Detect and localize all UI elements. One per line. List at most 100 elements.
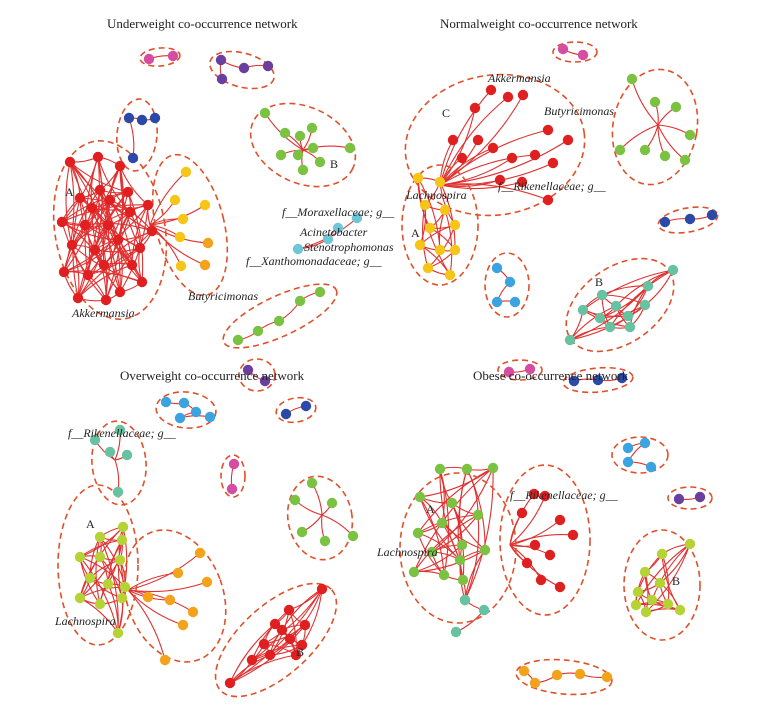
ob-module-b-node-213: [684, 538, 696, 550]
ow-navy-outline-16: [275, 396, 317, 424]
uw-module-a-node-21: [124, 206, 136, 218]
nw-module-c-node-75: [529, 149, 541, 161]
uw-module-a-edge-19: [97, 156, 131, 213]
ob-module-b-label: B: [672, 574, 680, 588]
ow-lightblue-node-121: [174, 412, 186, 424]
ob-module-b-node-218: [646, 594, 658, 606]
ob-red-node-209: [521, 557, 533, 569]
uw-module-a-node-33: [136, 276, 148, 288]
ob-lightblue-node-181: [645, 461, 657, 473]
ow-module-b-node-172: [290, 649, 302, 661]
ow-orange-node-154: [172, 567, 184, 579]
uw-module-b-node-51: [297, 164, 309, 176]
uw-navy-node-9: [127, 152, 139, 164]
nw-lightblue-node-103: [491, 262, 503, 274]
ow-module-b-edge-300: [229, 623, 276, 684]
uw-module-a-edge-91: [131, 204, 149, 266]
ob-module-a-edge-365: [417, 514, 479, 534]
ow-purple-node-124: [259, 375, 271, 387]
ob-module-b-node-222: [630, 599, 642, 611]
nw-module-b-node-108: [577, 304, 589, 316]
nw-green-node-99: [679, 154, 691, 166]
ob-module-a-edge-356: [464, 467, 494, 601]
ob-orange-outline-30: [515, 658, 613, 696]
ob-module-a-node-184: [434, 463, 446, 475]
ob-module-a-edge-352: [419, 467, 494, 498]
ow-teal-outline-18: [91, 420, 147, 506]
uw-module-a-node-23: [66, 239, 78, 251]
ow-navy-node-126: [300, 400, 312, 412]
uw-module-a-node-32: [114, 286, 126, 298]
uw-module-a-edge-65: [77, 191, 129, 299]
ob-rikenellaceae-label: f__Rikenellaceae; g__: [510, 488, 619, 502]
uw-module-a-node-17: [122, 186, 134, 198]
nw-navy-node-100: [659, 216, 671, 228]
nw-module-c-node-80: [494, 174, 506, 186]
nw-module-c-node-77: [456, 152, 468, 164]
ob-module-b-outline-29: [623, 529, 701, 641]
ob-orange-node-227: [601, 671, 613, 683]
network-nodes: [56, 43, 718, 689]
nw-module-a-outline-9: [401, 164, 479, 286]
ow-module-a-edge-264: [79, 539, 123, 599]
nw-lightblue-node-104: [504, 276, 516, 288]
ow-module-a-node-145: [114, 554, 126, 566]
uw-module-a-edge-59: [107, 199, 121, 293]
uw-purple-node-4: [262, 60, 274, 72]
nw-magenta-outline-7: [552, 41, 598, 63]
ow-teal-node-131: [104, 446, 116, 458]
nw-module-b-node-116: [639, 299, 651, 311]
nw-lightblue-outline-12: [484, 252, 530, 318]
ow-module-a-node-143: [74, 551, 86, 563]
ow-module-b-label: B: [296, 645, 304, 659]
nw-module-b-node-112: [642, 280, 654, 292]
ob-red-edge-397: [509, 544, 561, 588]
ow-green-node-139: [347, 530, 359, 542]
uw-navy-node-8: [149, 112, 161, 124]
nw-lightblue-node-105: [491, 296, 503, 308]
ow-module-a-label: A: [86, 517, 95, 531]
network-edges: [61, 48, 713, 684]
nw-module-a-node-86: [449, 219, 461, 231]
uw-cyan-node-56: [322, 233, 334, 245]
ow-orange-edge-297: [127, 589, 184, 626]
ow-module-a-node-147: [102, 578, 114, 590]
ow-green-outline-19: [286, 475, 354, 561]
nw-module-c-node-67: [502, 91, 514, 103]
ow-module-a-node-152: [112, 627, 124, 639]
uw-yellow-edge-124: [149, 171, 187, 226]
nw-module-a-edge-172: [439, 181, 456, 251]
uw-purple-node-3: [238, 62, 250, 74]
ow-orange-node-158: [187, 606, 199, 618]
nw-green-node-95: [614, 144, 626, 156]
module-outlines: [52, 41, 719, 698]
uw-cyan-node-55: [292, 243, 304, 255]
ow-module-b-node-168: [264, 649, 276, 661]
ow-lightblue-node-120: [190, 406, 202, 418]
nw-module-b-node-113: [667, 264, 679, 276]
nw-module-b-node-107: [564, 334, 576, 346]
nw-rikenellaceae-label: f__Rikenellaceae; g__: [498, 179, 607, 193]
ob-magenta-outline-23: [497, 359, 543, 381]
nw-module-b-node-115: [624, 321, 636, 333]
uw-module-a-edge-11: [65, 161, 73, 246]
uw-module-a-outline-3: [52, 140, 168, 320]
nw-module-c-edge-157: [439, 139, 569, 186]
obese-title: Obese co-occurrence network: [473, 368, 629, 383]
uw-module-a-node-11: [92, 151, 104, 163]
ow-orange-node-153: [194, 547, 206, 559]
ob-module-a-edge-355: [413, 467, 494, 573]
nw-module-c-edge-153: [439, 94, 524, 186]
ob-purple-node-182: [673, 493, 685, 505]
ow-module-a-node-149: [74, 592, 86, 604]
ob-teal-node-200: [459, 594, 471, 606]
ob-module-a-edge-353: [417, 467, 494, 534]
ob-red-node-211: [554, 581, 566, 593]
ob-module-a-outline-27: [399, 472, 517, 624]
uw-module-a-node-31: [100, 294, 112, 306]
nw-module-a-node-81: [412, 172, 424, 184]
ob-orange-node-223: [518, 665, 530, 677]
ow-magenta-node-128: [226, 483, 238, 495]
uw-module-a-edge-78: [84, 222, 153, 232]
ob-red-outline-28: [499, 464, 591, 616]
